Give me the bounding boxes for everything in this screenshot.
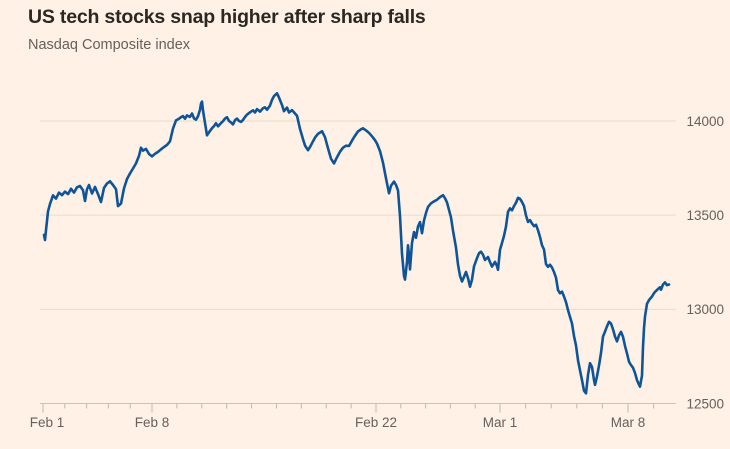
x-tick-label: Feb 1 xyxy=(30,415,65,430)
y-tick-label: 14000 xyxy=(686,114,724,129)
y-tick-label: 13500 xyxy=(686,208,724,223)
chart-subtitle: Nasdaq Composite index xyxy=(28,37,191,53)
x-tick-label: Mar 8 xyxy=(611,415,646,430)
x-tick-label: Feb 8 xyxy=(135,415,170,430)
x-tick-label: Mar 1 xyxy=(483,415,518,430)
x-tick-label: Feb 22 xyxy=(355,415,397,430)
chart-title: US tech stocks snap higher after sharp f… xyxy=(28,6,426,28)
y-tick-label: 13000 xyxy=(686,302,724,317)
y-tick-label: 12500 xyxy=(686,396,724,411)
nasdaq-line xyxy=(42,92,671,395)
